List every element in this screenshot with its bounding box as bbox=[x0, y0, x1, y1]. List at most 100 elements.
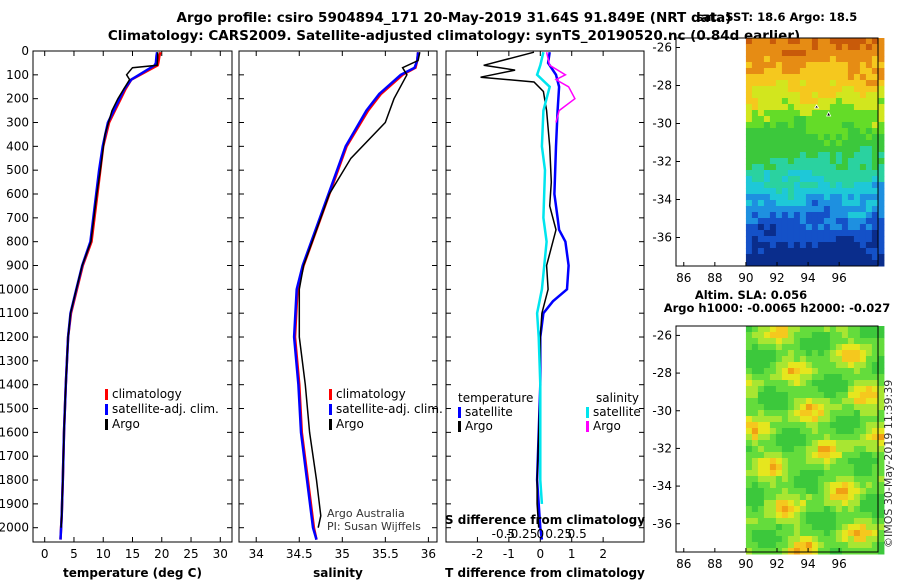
legend-swatch bbox=[105, 419, 108, 430]
x-axis-label: temperature (deg C) bbox=[63, 566, 202, 580]
x-tick-label: -1 bbox=[503, 547, 515, 561]
legend-swatch bbox=[586, 421, 589, 432]
x-tick-label: 0 bbox=[41, 547, 49, 561]
map-x-tick-label: 92 bbox=[769, 271, 784, 285]
x-axis-label: T difference from climatology bbox=[445, 566, 645, 580]
legend-label: climatology bbox=[112, 387, 182, 401]
profile-panel-1: 34 34.5 35 35.5 36 salinity climatologysatelli… bbox=[238, 50, 443, 580]
map-y-tick-label: -28 bbox=[652, 79, 672, 93]
heatmap-cells bbox=[745, 326, 885, 555]
map-title-line: Argo h1000: -0.0065 h2000: -0.027 bbox=[664, 301, 891, 315]
map-y-tick-label: -32 bbox=[652, 441, 672, 455]
legend-label: satellite-adj. clim. bbox=[112, 402, 219, 416]
heatmap-cells bbox=[745, 38, 885, 267]
x-axis-label: salinity bbox=[313, 566, 363, 580]
argo-float-marker bbox=[813, 104, 832, 117]
y-tick-label: 1500 bbox=[0, 402, 29, 416]
y-tick-label: 1200 bbox=[0, 330, 29, 344]
y-tick-label: 1400 bbox=[0, 378, 29, 392]
legend-label: satellite bbox=[593, 405, 641, 419]
y-tick-label: 2000 bbox=[0, 521, 29, 535]
y-tick-label: 700 bbox=[6, 211, 29, 225]
x-tick-label: 2 bbox=[599, 547, 607, 561]
x-tick-label: 0 bbox=[536, 547, 544, 561]
x-tick-label: 36 bbox=[421, 547, 436, 561]
map-x-tick-label: 94 bbox=[800, 557, 815, 571]
series-line-argo bbox=[60, 52, 159, 528]
map-x-tick-label: 86 bbox=[676, 271, 691, 285]
map-y-tick-label: -30 bbox=[652, 117, 672, 131]
map-x-tick-label: 96 bbox=[832, 557, 847, 571]
profile-panel-2: -2 -1 0 1 2 T difference from climatology -0.5… bbox=[445, 50, 645, 580]
y-tick-label: 400 bbox=[6, 139, 29, 153]
profile-panel-0: 0100200300400500600700800900100011001200… bbox=[0, 44, 233, 580]
y-tick-label: 600 bbox=[6, 187, 29, 201]
legend-swatch bbox=[458, 407, 461, 418]
series-line-temperature-argo bbox=[480, 51, 557, 528]
map-x-tick-label: 86 bbox=[676, 557, 691, 571]
y-tick-label: 1900 bbox=[0, 497, 29, 511]
top-tick-label: 0 bbox=[536, 527, 544, 541]
series-line-satellite-adj-clim- bbox=[292, 52, 420, 540]
map-y-tick-label: -36 bbox=[652, 517, 672, 531]
map-x-tick-label: 96 bbox=[832, 271, 847, 285]
series-line-argo bbox=[298, 52, 421, 528]
annotation-text: Argo Australia bbox=[327, 507, 405, 520]
y-tick-label: 1000 bbox=[0, 282, 29, 296]
x-tick-label: 5 bbox=[70, 547, 78, 561]
title-line1: Argo profile: csiro 5904894_171 20-May-2… bbox=[177, 10, 732, 26]
map-panels: 86 88 90 92 94 96 -26 -28 -30 -32 -34 -36 sat. SST: … bbox=[652, 10, 890, 571]
y-tick-label: 1100 bbox=[0, 306, 29, 320]
top-tick-label: 0.5 bbox=[568, 527, 587, 541]
map-title: sat. SST: 18.6 Argo: 18.5 bbox=[697, 10, 857, 24]
profile-panels: 0100200300400500600700800900100011001200… bbox=[0, 44, 645, 580]
legend-swatch bbox=[105, 389, 108, 400]
y-tick-label: 800 bbox=[6, 235, 29, 249]
plot-frame bbox=[445, 50, 645, 543]
map-y-tick-label: -36 bbox=[652, 231, 672, 245]
legend-label: Argo bbox=[465, 419, 493, 433]
legend-swatch bbox=[329, 419, 332, 430]
map-y-tick-label: -28 bbox=[652, 366, 672, 380]
legend-label: satellite-adj. clim. bbox=[336, 402, 443, 416]
timestamp: ©IMOS 30-May-2019 11:39:39 bbox=[882, 380, 895, 548]
x-tick-label: 34.5 bbox=[286, 547, 313, 561]
y-tick-label: 200 bbox=[6, 92, 29, 106]
x-tick-label: 1 bbox=[568, 547, 576, 561]
legend-title-salinity: salinity bbox=[596, 391, 639, 405]
y-tick-label: 900 bbox=[6, 259, 29, 273]
legend-swatch bbox=[329, 389, 332, 400]
y-tick-label: 0 bbox=[21, 44, 29, 58]
legend-label: Argo bbox=[112, 417, 140, 431]
map-x-tick-label: 90 bbox=[738, 557, 753, 571]
annotation-text: PI: Susan Wijffels bbox=[327, 520, 421, 533]
map-x-tick-label: 94 bbox=[800, 271, 815, 285]
x-tick-label: 25 bbox=[183, 547, 198, 561]
y-tick-label: 300 bbox=[6, 116, 29, 130]
y-tick-label: 1800 bbox=[0, 473, 29, 487]
series-line-salinity-argo bbox=[545, 52, 576, 123]
map-y-tick-label: -34 bbox=[652, 479, 672, 493]
map-y-tick-label: -30 bbox=[652, 404, 672, 418]
map-y-tick-label: -26 bbox=[652, 328, 672, 342]
legend-label: climatology bbox=[336, 387, 406, 401]
y-tick-label: 100 bbox=[6, 68, 29, 82]
map-y-tick-label: -26 bbox=[652, 41, 672, 55]
top-tick-label: -0.5 bbox=[492, 527, 515, 541]
x-tick-label: 30 bbox=[213, 547, 228, 561]
x-tick-label: 10 bbox=[96, 547, 111, 561]
map-title-line: Altim. SLA: 0.056 bbox=[695, 288, 807, 302]
x-tick-label: 15 bbox=[125, 547, 140, 561]
x-tick-label: 20 bbox=[154, 547, 169, 561]
map-y-tick-label: -34 bbox=[652, 193, 672, 207]
map-y-tick-label: -32 bbox=[652, 155, 672, 169]
map-panel-0: 86 88 90 92 94 96 -26 -28 -30 -32 -34 -36 sat. SST: … bbox=[652, 10, 885, 285]
x-tick-label: 35.5 bbox=[372, 547, 399, 561]
map-x-tick-label: 90 bbox=[738, 271, 753, 285]
map-x-tick-label: 92 bbox=[769, 557, 784, 571]
title-line2: Climatology: CARS2009. Satellite-adjuste… bbox=[108, 28, 800, 44]
legend-swatch bbox=[586, 407, 589, 418]
x-tick-label: 34 bbox=[249, 547, 264, 561]
legend-swatch bbox=[329, 404, 332, 415]
